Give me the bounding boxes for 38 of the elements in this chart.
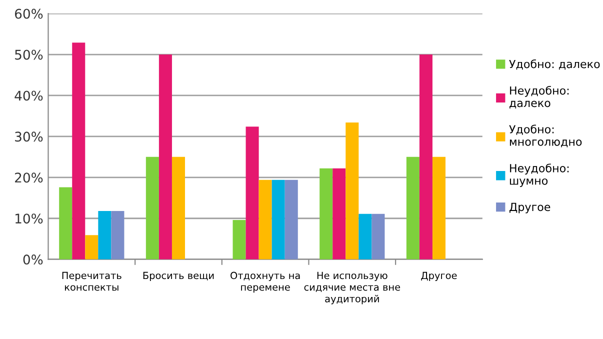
bar bbox=[432, 156, 446, 260]
bar bbox=[98, 211, 112, 260]
bar bbox=[232, 220, 246, 260]
bar bbox=[332, 168, 346, 260]
bar bbox=[372, 214, 385, 260]
legend-label: Удобно: далеко bbox=[509, 59, 600, 70]
y-tick-label: 50% bbox=[15, 50, 43, 60]
y-tick-label: 10% bbox=[16, 214, 43, 224]
x-tick-label: Не использую сидячие места вне аудиторий bbox=[304, 272, 400, 304]
y-tick-label: 40% bbox=[14, 90, 43, 101]
legend-label: Неудобно: шумно bbox=[510, 164, 569, 187]
bar bbox=[59, 187, 72, 260]
x-tick-label: Перечитать конспекты bbox=[62, 272, 122, 291]
bar bbox=[419, 54, 432, 260]
legend-label: Удобно: многолюдно bbox=[509, 124, 582, 148]
bar bbox=[258, 180, 272, 260]
bar bbox=[172, 156, 185, 260]
bar bbox=[158, 54, 172, 260]
bar bbox=[111, 211, 124, 260]
y-tick-label: 60% bbox=[14, 8, 43, 19]
y-tick-label: 0% bbox=[23, 254, 43, 265]
bar bbox=[358, 214, 372, 260]
bar bbox=[406, 156, 420, 260]
bar bbox=[272, 180, 285, 260]
bar bbox=[320, 168, 333, 260]
bar bbox=[146, 156, 159, 260]
legend-label: Другое bbox=[510, 202, 550, 214]
bar bbox=[85, 235, 98, 260]
y-tick-label: 20% bbox=[15, 172, 43, 183]
bar bbox=[346, 122, 359, 260]
bar bbox=[284, 180, 298, 260]
bar bbox=[246, 126, 259, 260]
x-tick-label: Другое bbox=[421, 272, 457, 282]
legend-label: Неудобно: далеко bbox=[510, 86, 569, 109]
x-tick-label: Бросить вещи bbox=[143, 272, 214, 282]
y-tick-label: 30% bbox=[15, 132, 43, 142]
bar bbox=[72, 42, 86, 260]
x-tick-label: Отдохнуть на перемене bbox=[230, 272, 300, 293]
